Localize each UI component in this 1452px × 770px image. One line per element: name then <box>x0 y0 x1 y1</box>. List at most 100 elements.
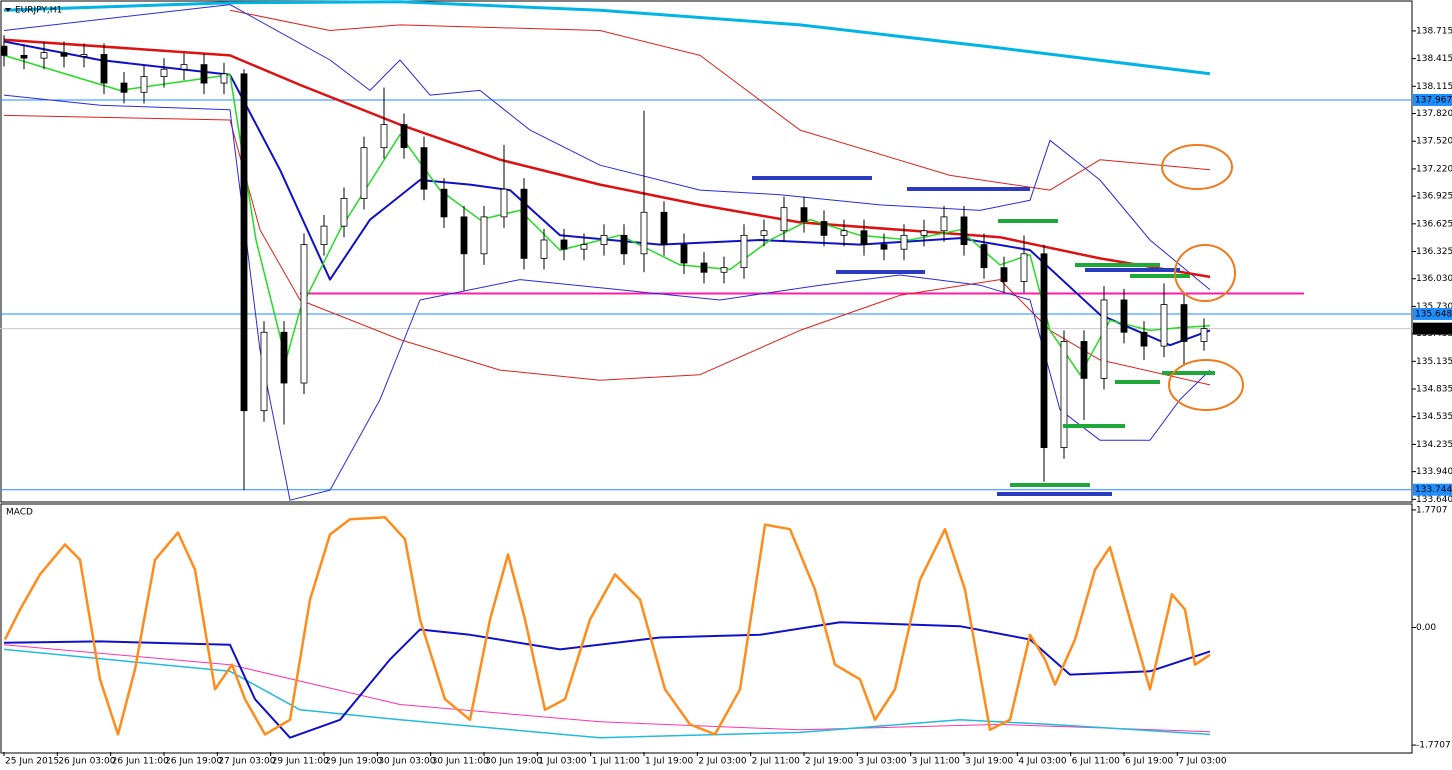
candle-body <box>280 331 288 384</box>
candle-body <box>1040 253 1048 449</box>
candle-body <box>80 54 88 57</box>
y-tick-label: 136.325 <box>1416 247 1452 257</box>
candle-body <box>440 188 448 218</box>
candle-body <box>540 239 548 259</box>
x-tick-label: 2 Jul 11:00 <box>752 757 801 767</box>
indicator-line <box>3 4 1211 291</box>
candle-body <box>1080 341 1088 379</box>
y-tick-label: 133.640 <box>1416 495 1452 505</box>
y-tick-label: 138.715 <box>1416 26 1452 36</box>
y-tick-label: -1.7707 <box>1416 741 1451 751</box>
candle-body <box>480 216 488 255</box>
x-tick-label: 26 Jun 19:00 <box>165 757 222 767</box>
candle-body <box>860 230 868 245</box>
y-tick-label: 134.235 <box>1416 440 1452 450</box>
candle-body <box>40 52 48 59</box>
circle-annotation <box>1174 244 1236 302</box>
candle-body <box>140 76 148 93</box>
macd-panel <box>0 503 1413 754</box>
x-tick-label: 1 Jul 11:00 <box>592 757 641 767</box>
candle-body <box>980 244 988 269</box>
candle-body <box>600 234 608 245</box>
x-tick-label: 26 Jun 03:00 <box>58 757 115 767</box>
candle-body <box>1120 299 1128 333</box>
candle-body <box>360 147 368 199</box>
drawn-levels <box>752 176 1215 496</box>
y-tick-label: 136.030 <box>1416 274 1452 284</box>
candle-body <box>160 68 168 78</box>
circle-annotation <box>1168 359 1244 411</box>
candle-body <box>20 54 28 59</box>
candle-body <box>520 188 528 259</box>
y-tick-label: 135.730 <box>1416 302 1452 312</box>
x-tick-label: 30 Jun 03:00 <box>378 757 435 767</box>
candle-body <box>760 230 768 236</box>
candle-body <box>700 262 708 273</box>
candle-body <box>900 234 908 250</box>
x-tick-label: 26 Jun 11:00 <box>112 757 169 767</box>
candle-body <box>1060 341 1068 449</box>
candle-body <box>500 188 508 218</box>
level-label: 133.744 <box>1415 485 1452 495</box>
x-tick-label: 25 Jun 2015 <box>5 757 59 767</box>
candle-body <box>60 52 68 57</box>
x-tick-label: 1 Jul 19:00 <box>645 757 694 767</box>
candle-body <box>1200 328 1208 342</box>
level-label-box <box>1413 307 1452 320</box>
candle-body <box>1020 253 1028 282</box>
y-tick-label: 135.135 <box>1416 357 1452 367</box>
level-label-box <box>1413 483 1452 496</box>
x-tick-label: 6 Jul 19:00 <box>1125 757 1174 767</box>
candle-body <box>680 244 688 264</box>
candle-body <box>740 234 748 269</box>
menu-triangle[interactable] <box>5 8 11 12</box>
x-tick-label: 1 Jul 03:00 <box>538 757 587 767</box>
x-tick-label: 3 Jul 11:00 <box>912 757 961 767</box>
candle-body <box>1100 299 1108 379</box>
y-tick-label: 138.415 <box>1416 54 1452 64</box>
candle-body <box>1180 304 1188 342</box>
x-tick-label: 3 Jul 03:00 <box>858 757 907 767</box>
y-tick-label: 137.520 <box>1416 137 1452 147</box>
candle-body <box>940 216 948 232</box>
candle-body <box>1160 304 1168 347</box>
y-tick-label: 137.220 <box>1416 164 1452 174</box>
indicator-line <box>3 516 1211 736</box>
indicator-line <box>3 648 1211 739</box>
candle-body <box>460 216 468 255</box>
y-tick-label: 0.00 <box>1416 623 1436 633</box>
level-label: 135.648 <box>1415 309 1452 319</box>
x-tick-label: 3 Jul 19:00 <box>965 757 1014 767</box>
x-tick-label: 29 Jun 11:00 <box>272 757 329 767</box>
x-tick-label: 7 Jul 03:00 <box>1178 757 1227 767</box>
level-label-box <box>1413 93 1452 106</box>
candle-body <box>320 225 328 245</box>
candle-body <box>400 124 408 149</box>
y-tick-label: 136.925 <box>1416 192 1452 202</box>
candle-body <box>260 331 268 412</box>
candle-body <box>340 198 348 227</box>
candle-body <box>640 211 648 255</box>
circle-annotation <box>1161 144 1233 190</box>
candle-body <box>580 244 588 250</box>
y-tick-label: 1.7707 <box>1416 505 1448 515</box>
x-tick-label: 2 Jul 19:00 <box>805 757 854 767</box>
candle-body <box>960 216 968 245</box>
indicator-line <box>3 0 1211 76</box>
indicator-title: MACD <box>6 508 33 518</box>
level-label-box <box>1413 322 1452 335</box>
candle-body <box>420 147 428 190</box>
candle-body <box>780 207 788 232</box>
y-tick-label: 134.535 <box>1416 412 1452 422</box>
candle-body <box>800 207 808 222</box>
candle-body <box>660 211 668 245</box>
chart-title: EURJPY,H1 <box>15 6 62 16</box>
annotations <box>1161 144 1244 411</box>
x-tick-label: 4 Jul 03:00 <box>1018 757 1067 767</box>
level-label: 137.967 <box>1415 95 1452 105</box>
candle-body <box>840 230 848 236</box>
candle-body <box>240 73 248 412</box>
y-tick-label: 133.940 <box>1416 467 1452 477</box>
